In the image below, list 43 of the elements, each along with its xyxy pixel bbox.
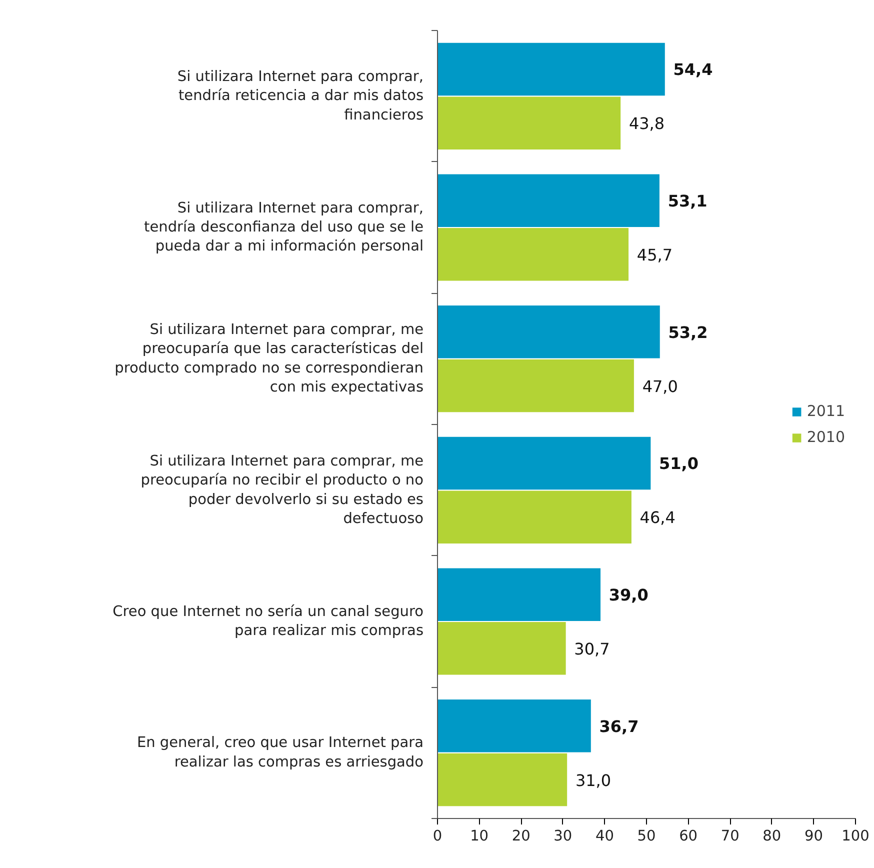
y-tick-label: Si utilizara Internet para comprar, me preocuparía que las características del producto comprado no se correspondieran con mis expectativas (114, 322, 424, 396)
bar (438, 753, 568, 806)
bar (438, 96, 621, 150)
data-label: 53,1 (668, 192, 708, 211)
bar (438, 622, 566, 675)
legend-label: 2010 (806, 428, 845, 446)
data-label: 47,0 (642, 376, 678, 396)
bar (438, 568, 601, 621)
y-tick-label: Si utilizara Internet para comprar, me preocuparía no recibir el producto o no poder devolverlo si su estado es defectuoso (140, 453, 424, 527)
data-label: 53,2 (668, 322, 708, 342)
bar (438, 228, 629, 281)
bar (438, 700, 591, 752)
x-tick-label: 60 (679, 828, 698, 844)
data-label: 51,0 (659, 454, 699, 474)
x-tick-label: 50 (637, 828, 656, 844)
data-label: 30,7 (574, 639, 610, 658)
x-tick-label: 70 (720, 828, 740, 844)
bar (438, 490, 632, 544)
y-tick-label: En general, creo que usar Internet para realizar las compras es arriesgado (136, 735, 424, 770)
x-tick-label: 20 (512, 828, 530, 844)
bar (438, 42, 665, 96)
data-label: 45,7 (636, 245, 673, 264)
data-label: 39,0 (608, 586, 648, 605)
x-tick-label: 10 (470, 828, 489, 844)
y-tick-label: Creo que Internet no sería un canal seguro para realizar mis compras (112, 604, 424, 640)
x-tick-label: 0 (432, 828, 442, 844)
x-tick-label: 90 (804, 828, 823, 844)
bar (438, 359, 634, 412)
y-tick-label: Si utilizara Internet para comprar, tendría desconfianza del uso que se le pueda dar a mi información personal (144, 200, 424, 255)
bar (438, 306, 660, 358)
data-label: 31,0 (575, 770, 612, 790)
data-label: 46,4 (640, 508, 676, 528)
bar (438, 174, 660, 227)
x-tick-label: 40 (595, 828, 614, 844)
x-tick-label: 100 (842, 828, 870, 844)
y-tick-label: Si utilizara Internet para comprar, tendría reticencia a dar mis datos financieros (177, 68, 424, 124)
x-tick-label: 30 (554, 828, 572, 844)
legend-label: 2011 (806, 402, 845, 420)
data-label: 43,8 (628, 114, 665, 134)
data-label: 54,4 (673, 60, 713, 80)
bar (438, 436, 651, 490)
data-label: 36,7 (599, 716, 639, 736)
x-tick-label: 80 (762, 828, 782, 844)
